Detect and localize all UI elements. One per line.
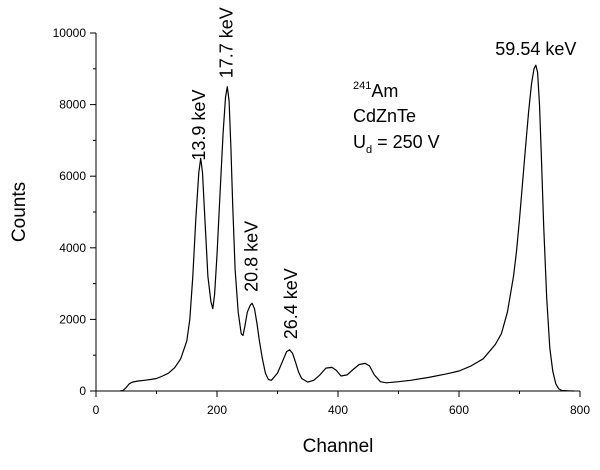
spectrum-line — [120, 64, 575, 392]
isotope-label: 241Am — [353, 80, 398, 101]
voltage-subscript: d — [366, 144, 372, 156]
detector-label: CdZnTe — [353, 106, 416, 126]
info-block: 241Am CdZnTe Ud = 250 V — [353, 80, 440, 156]
x-axis-title: Channel — [303, 436, 374, 457]
peak-label: 59.54 keV — [495, 39, 576, 59]
peak-label: 20.8 keV — [242, 221, 262, 292]
isotope-symbol: Am — [371, 81, 398, 101]
y-tick-label: 6000 — [59, 169, 86, 183]
x-tick-label: 800 — [570, 403, 590, 417]
x-tick-label: 400 — [328, 403, 348, 417]
chart-axes — [95, 33, 580, 392]
y-tick-label: 0 — [79, 384, 86, 398]
voltage-value: = 250 V — [372, 132, 440, 152]
x-tick-label: 0 — [93, 403, 100, 417]
peak-label: 17.7 keV — [217, 7, 237, 78]
voltage-label: Ud = 250 V — [353, 132, 440, 156]
y-tick-label: 2000 — [59, 312, 86, 326]
voltage-symbol: U — [353, 132, 366, 152]
peak-labels: 13.9 keV 17.7 keV 20.8 keV 26.4 keV 59.54 ke… — [189, 7, 577, 339]
peak-label: 26.4 keV — [281, 268, 301, 339]
y-tick-label: 10000 — [53, 26, 87, 40]
y-tick-label: 8000 — [59, 98, 86, 112]
peak-label: 13.9 keV — [189, 90, 209, 161]
y-axis-title: Counts — [9, 182, 30, 242]
x-tick-label: 200 — [207, 403, 227, 417]
isotope-mass-number: 241 — [353, 80, 371, 92]
y-tick-label: 4000 — [59, 241, 86, 255]
x-tick-label: 600 — [449, 403, 469, 417]
